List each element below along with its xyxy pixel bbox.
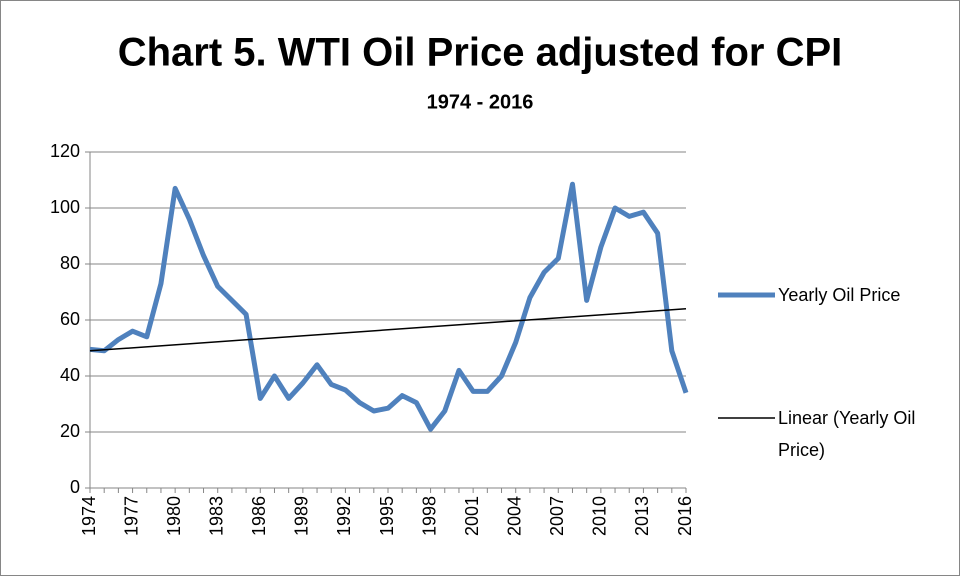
y-tick-label: 120 <box>50 141 80 161</box>
y-tick-label: 40 <box>60 365 80 385</box>
x-tick-label: 2007 <box>547 496 567 536</box>
x-tick-label: 1977 <box>121 496 141 536</box>
series-line <box>89 181 689 432</box>
y-tick-label: 100 <box>50 197 80 217</box>
trend-line <box>89 308 687 352</box>
legend-label: Yearly Oil Price <box>778 285 901 305</box>
chart-title: Chart 5. WTI Oil Price adjusted for CPI <box>118 31 843 75</box>
x-tick-label: 2010 <box>590 496 610 536</box>
x-tick-label: 2016 <box>675 496 695 536</box>
x-tick-label: 1983 <box>206 496 226 536</box>
x-tick-label: 1974 <box>79 496 99 536</box>
x-tick-label: 1989 <box>292 496 312 536</box>
y-tick-label: 60 <box>60 309 80 329</box>
y-tick-label: 20 <box>60 421 80 441</box>
x-tick-label: 2001 <box>462 496 482 536</box>
x-tick-label: 1992 <box>334 496 354 536</box>
y-tick-label: 80 <box>60 253 80 273</box>
x-tick-label: 1980 <box>164 496 184 536</box>
legend-label: Linear (Yearly Oil Price) <box>778 408 916 460</box>
x-tick-label: 2013 <box>632 496 652 536</box>
chart-subtitle: 1974 - 2016 <box>427 91 534 113</box>
x-tick-label: 1995 <box>377 496 397 536</box>
x-tick-label: 2004 <box>504 496 524 536</box>
y-tick-label: 0 <box>70 477 80 497</box>
x-tick-label: 1986 <box>249 496 269 536</box>
x-tick-label: 1998 <box>419 496 439 536</box>
